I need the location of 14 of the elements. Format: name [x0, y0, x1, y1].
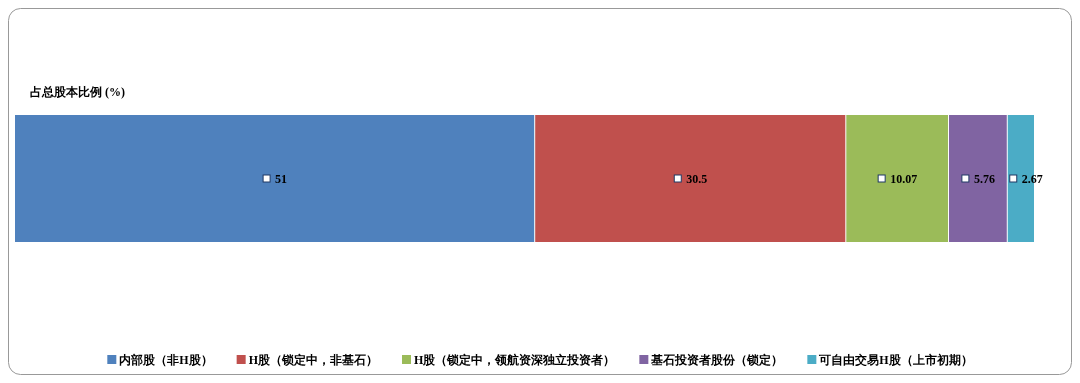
data-label: 5.76: [973, 171, 995, 186]
legend-label: H股（锁定中，非基石）: [248, 353, 378, 367]
legend-label: 内部股（非H股）: [119, 353, 213, 367]
bar: [535, 115, 846, 242]
bar: [949, 115, 1007, 242]
bar: [846, 115, 949, 242]
legend-label: 可自由交易H股（上市初期）: [818, 353, 973, 367]
data-label: 10.07: [890, 171, 918, 186]
data-label: 51: [275, 171, 288, 186]
legend-label: H股（锁定中，领航资深独立投资者）: [414, 353, 616, 367]
legend-label: 基石投资者股份（锁定）: [650, 353, 784, 367]
bar: [15, 115, 535, 242]
chart-title: 占总股本比例 (%): [30, 85, 125, 99]
data-label: 30.5: [686, 171, 708, 186]
